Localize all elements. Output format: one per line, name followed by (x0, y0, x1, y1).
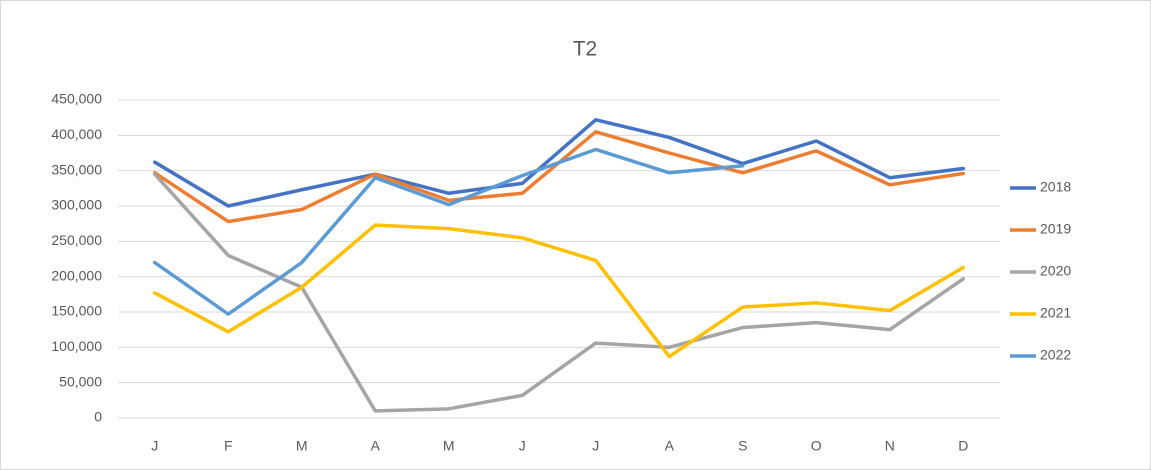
y-tick-label: 50,000 (59, 373, 102, 389)
x-tick-label: J (519, 438, 526, 454)
legend-label: 2022 (1040, 347, 1071, 363)
y-tick-label: 350,000 (51, 161, 102, 177)
x-tick-label: M (296, 438, 308, 454)
series-line (153, 147, 745, 316)
y-tick-label: 0 (94, 409, 102, 425)
y-tick-label: 450,000 (51, 91, 102, 107)
series-line (153, 172, 965, 413)
x-tick-label: J (592, 438, 599, 454)
x-tick-label: N (885, 438, 895, 454)
x-tick-label: F (224, 438, 233, 454)
y-tick-label: 250,000 (51, 232, 102, 248)
legend-label: 2020 (1040, 263, 1071, 279)
x-tick-label: S (738, 438, 747, 454)
x-tick-label: D (958, 438, 968, 454)
y-tick-label: 400,000 (51, 126, 102, 142)
x-tick-label: A (371, 438, 381, 454)
legend-label: 2018 (1040, 179, 1071, 195)
x-tick-label: A (665, 438, 675, 454)
y-tick-label: 100,000 (51, 338, 102, 354)
x-tick-label: O (811, 438, 822, 454)
series-line (153, 223, 965, 359)
chart-title: T2 (573, 38, 598, 61)
x-tick-label: M (443, 438, 455, 454)
legend-label: 2021 (1040, 305, 1071, 321)
legend-label: 2019 (1040, 221, 1071, 237)
y-tick-label: 200,000 (51, 267, 102, 283)
y-tick-label: 150,000 (51, 303, 102, 319)
series-line (153, 118, 965, 208)
y-tick-label: 300,000 (51, 197, 102, 213)
x-tick-label: J (151, 438, 158, 454)
